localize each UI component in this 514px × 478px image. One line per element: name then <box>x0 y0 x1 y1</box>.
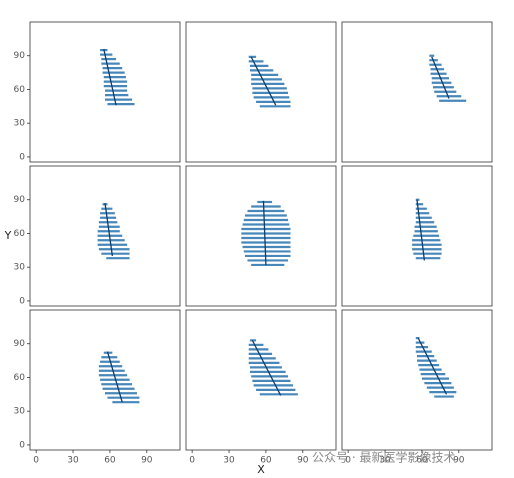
midrib <box>262 200 267 265</box>
panel <box>185 21 337 163</box>
x-tick-label: 90 <box>141 456 153 466</box>
x-tick-label: 0 <box>33 456 39 466</box>
x-tick-label: 60 <box>104 456 116 466</box>
x-tick-label: 60 <box>416 456 428 466</box>
panel <box>341 21 493 163</box>
x-tick-label: 90 <box>453 456 465 466</box>
x-axis-label: X <box>257 463 265 476</box>
x-tick-label: 30 <box>223 456 235 466</box>
y-tick-label: 30 <box>14 263 26 273</box>
x-tick-label: 0 <box>189 456 195 466</box>
panel <box>341 309 493 451</box>
y-tick-label: 0 <box>19 152 25 162</box>
y-tick-label: 90 <box>14 51 26 61</box>
y-tick-label: 30 <box>14 407 26 417</box>
x-tick-label: 30 <box>379 456 391 466</box>
midrib <box>417 337 448 395</box>
panel <box>29 21 181 163</box>
y-tick-label: 0 <box>19 296 25 306</box>
panel <box>185 165 337 307</box>
x-tick-label: 60 <box>260 456 272 466</box>
panel <box>185 309 337 451</box>
panel <box>341 165 493 307</box>
y-tick-label: 60 <box>14 85 26 95</box>
midrib <box>103 48 117 106</box>
midrib <box>416 199 426 261</box>
midrib <box>106 351 123 403</box>
y-tick-label: 0 <box>19 440 25 450</box>
y-tick-label: 90 <box>14 195 26 205</box>
midrib <box>251 340 282 396</box>
panel <box>29 165 181 307</box>
y-tick-label: 60 <box>14 373 26 383</box>
x-tick-label: 90 <box>297 456 309 466</box>
midrib <box>431 56 450 99</box>
y-axis-label: Y <box>4 229 12 242</box>
y-tick-label: 30 <box>14 119 26 129</box>
x-tick-label: 0 <box>345 456 351 466</box>
midrib <box>104 203 114 257</box>
x-tick-label: 30 <box>67 456 79 466</box>
watermark: 公众号 · 最新医学影像技术 <box>312 450 455 465</box>
y-tick-label: 60 <box>14 229 26 239</box>
midrib <box>250 56 277 106</box>
y-tick-label: 90 <box>14 339 26 349</box>
panel <box>29 309 181 451</box>
